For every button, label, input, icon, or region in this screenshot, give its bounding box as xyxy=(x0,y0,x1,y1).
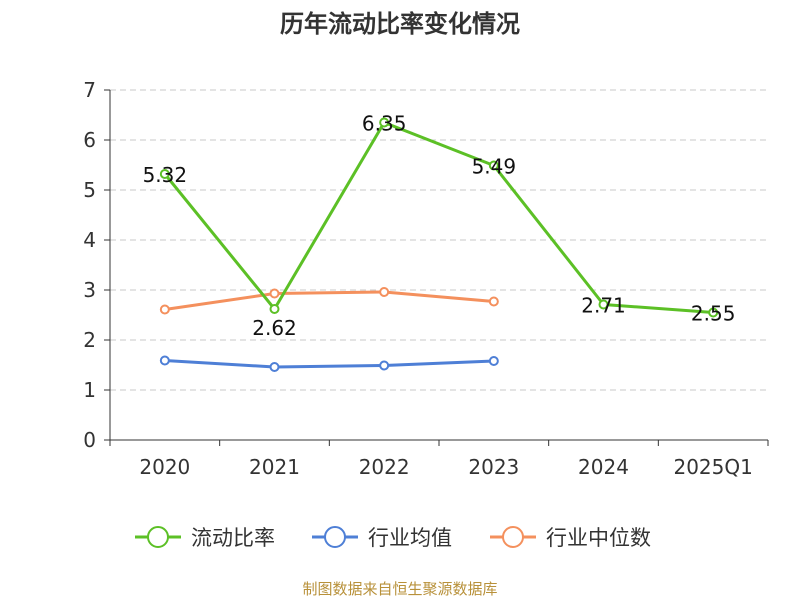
data-label: 2.71 xyxy=(581,294,626,318)
data-point xyxy=(159,304,170,315)
x-tick-label: 2020 xyxy=(139,455,190,479)
x-tick-label: 2023 xyxy=(468,455,519,479)
series-line xyxy=(163,121,714,314)
data-label: 6.35 xyxy=(362,112,407,136)
grid-lines xyxy=(110,89,768,391)
x-tick-label: 2024 xyxy=(578,455,629,479)
data-label: 5.49 xyxy=(472,155,517,179)
data-point xyxy=(379,360,390,371)
data-point xyxy=(379,287,390,297)
data-point xyxy=(488,296,499,307)
data-point xyxy=(269,288,280,299)
data-point xyxy=(488,160,499,171)
data-point xyxy=(379,117,390,128)
y-tick-label: 3 xyxy=(83,278,96,302)
data-labels: 5.32 2.62 6.35 5.49 2.71 2.55 xyxy=(143,112,736,341)
series-line xyxy=(164,359,494,369)
y-tick-label: 7 xyxy=(83,78,96,102)
y-tick-label: 4 xyxy=(83,228,96,252)
y-tick-label: 1 xyxy=(83,378,96,402)
legend-marker xyxy=(147,526,169,548)
chart-title: 历年流动比率变化情况 xyxy=(280,10,520,38)
data-label: 2.55 xyxy=(691,302,736,326)
x-tick-label: 2021 xyxy=(249,455,300,479)
y-tick-label: 5 xyxy=(83,178,96,202)
data-point xyxy=(598,299,609,310)
y-tick-label: 6 xyxy=(83,128,96,152)
legend-label: 行业均值 xyxy=(368,526,452,550)
data-point xyxy=(269,362,280,372)
series-lines xyxy=(159,117,719,372)
legend-marker xyxy=(324,526,346,548)
y-tick-label: 0 xyxy=(83,428,96,452)
legend-marker xyxy=(502,526,524,548)
series-line xyxy=(164,290,494,311)
legend: 流动比率 行业均值 行业中位数 xyxy=(135,526,651,550)
data-point xyxy=(708,307,719,318)
data-point xyxy=(269,304,280,314)
legend-label: 流动比率 xyxy=(191,526,275,550)
x-tick-label: 2025Q1 xyxy=(673,455,752,479)
data-point xyxy=(488,356,499,366)
x-tick-label: 2022 xyxy=(359,455,410,479)
source-footer: 制图数据来自恒生聚源数据库 xyxy=(302,580,498,598)
data-label: 2.62 xyxy=(252,316,297,340)
data-point xyxy=(159,169,170,179)
legend-label: 行业中位数 xyxy=(546,526,651,550)
data-label: 5.32 xyxy=(143,163,188,187)
axes: 0 1 2 3 4 5 6 7 2020 2021 2022 2023 2024 2025Q1 xyxy=(83,78,769,479)
data-point xyxy=(159,355,170,366)
y-tick-label: 2 xyxy=(83,328,96,352)
